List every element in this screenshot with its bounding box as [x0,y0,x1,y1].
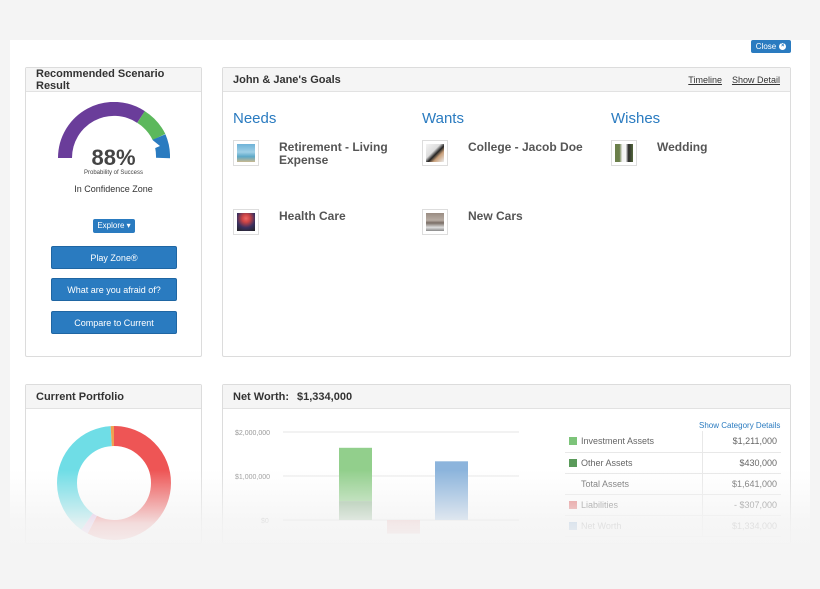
networth-row-label: Investment Assets [581,436,655,447]
probability-percent: 88% [91,145,136,170]
explore-label: Explore [97,221,125,230]
gauge-green-arc [136,111,166,141]
networth-row-value: $1,334,000 [701,515,781,537]
networth-legend-table: Investment Assets $1,211,000 Other Assets $… [565,431,781,537]
show-detail-link[interactable]: Show Detail [731,74,780,85]
goals-panel: John & Jane's Goals Timeline Show Detail… [222,67,791,357]
bar-other-assets [339,501,372,520]
gauge-purple-arc [58,102,145,159]
goal-retirement[interactable]: Retirement - Living Expense [233,140,399,167]
portfolio-donut-chart [57,426,171,540]
portfolio-panel-title: Current Portfolio [26,385,201,409]
portfolio-panel: Current Portfolio [25,384,202,544]
networth-row-value: $1,641,000 [701,473,781,495]
goal-health-care[interactable]: Health Care [233,209,399,235]
goal-college[interactable]: College - Jacob Doe [422,140,588,166]
networth-row-label-cell: Liabilities [565,494,703,516]
networth-panel: Net Worth: $1,334,000 Show Category Deta… [222,384,791,544]
goal-name: College - Jacob Doe [468,140,583,154]
networth-row: Liabilities - $307,000 [565,494,781,516]
networth-row: Investment Assets $1,211,000 [565,431,781,453]
networth-row: Total Assets $1,641,000 [565,473,781,495]
goal-name: Wedding [657,140,708,154]
scenario-panel: Recommended Scenario Result 88% Probabil… [25,67,202,357]
retirement-thumbnail [233,140,259,166]
explore-dropdown[interactable]: Explore ▾ [93,219,135,233]
play-zone-button[interactable]: Play Zone® [51,246,177,269]
legend-swatch [569,500,577,509]
goal-name: Retirement - Living Expense [279,140,388,167]
show-category-link[interactable]: Show Category Details [699,421,781,430]
networth-row-value: $1,211,000 [701,431,781,453]
caret-down-icon: ▾ [126,221,131,230]
goals-panel-header: John & Jane's Goals Timeline Show Detail [223,68,790,92]
networth-header: Net Worth: $1,334,000 [223,385,790,409]
networth-row-label: Net Worth [581,520,622,531]
y-tick-label: $2,000,000 [235,430,270,437]
bar-net-worth [435,461,468,520]
needs-title: Needs [233,110,277,127]
close-label: Close [755,42,777,51]
networth-row-value: - $307,000 [701,494,781,516]
legend-swatch [569,521,577,530]
close-icon: × [779,43,787,50]
gauge-pointer [150,138,160,149]
health-care-thumbnail [233,209,259,235]
wants-title: Wants [422,110,464,127]
probability-gauge [58,102,170,159]
networth-value: $1,334,000 [297,390,353,403]
networth-row: Other Assets $430,000 [565,452,781,474]
compare-current-button[interactable]: Compare to Current [51,311,177,334]
close-button[interactable]: Close × [751,40,791,53]
bar-investment-assets [339,447,372,502]
y-tick-label: $0 [261,518,269,525]
wedding-thumbnail [611,140,637,166]
goals-panel-title: John & Jane's Goals [233,73,341,86]
goal-name: Health Care [279,209,346,223]
networth-row-label-cell: Net Worth [565,515,703,537]
networth-row-label-cell: Other Assets [565,452,703,474]
networth-row-value: $430,000 [701,452,781,474]
networth-row-label-cell: Total Assets [565,473,703,495]
bar-liabilities [387,520,420,534]
goal-name: New Cars [468,209,523,223]
legend-swatch [569,458,577,467]
donut-orange-segment [57,426,171,540]
college-thumbnail [422,140,448,166]
goal-new-cars[interactable]: New Cars [422,209,588,235]
gauge-blue-arc [152,134,170,159]
legend-swatch [569,437,577,446]
zone-text: In Confidence Zone [74,184,153,194]
timeline-link[interactable]: Timeline [688,74,722,85]
networth-row-label: Other Assets [581,457,633,468]
networth-row-label-cell: Investment Assets [565,431,703,453]
networth-row-label: Total Assets [581,478,630,489]
probability-label: Probability of Success [83,170,144,176]
networth-title: Net Worth: [233,390,290,403]
what-afraid-button[interactable]: What are you afraid of? [51,278,177,301]
wishes-title: Wishes [611,110,661,127]
scenario-panel-title: Recommended Scenario Result [26,68,201,92]
goal-wedding[interactable]: Wedding [611,140,777,166]
y-tick-label: $1,000,000 [235,474,270,481]
networth-bar-chart: $2,000,000 $1,000,000 $0 [235,430,519,534]
networth-row: Net Worth $1,334,000 [565,515,781,537]
networth-row-label: Liabilities [581,499,619,510]
new-cars-thumbnail [422,209,448,235]
